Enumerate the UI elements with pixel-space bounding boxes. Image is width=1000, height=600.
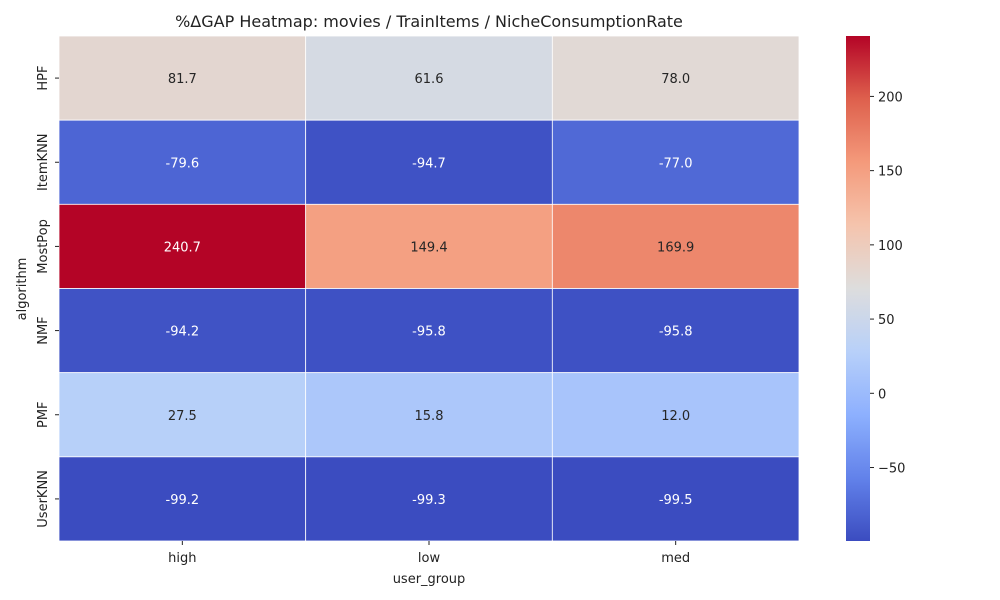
- chart-title: %ΔGAP Heatmap: movies / TrainItems / Nic…: [175, 12, 683, 31]
- x-tick-label: high: [168, 551, 196, 566]
- y-tick-label: UserKNN: [36, 470, 51, 528]
- cell-value-label: -95.8: [412, 325, 446, 340]
- heatmap-cell: [305, 119, 553, 205]
- colorbar-gradient: [846, 36, 870, 541]
- y-tick-label: NMF: [36, 316, 51, 344]
- y-tick-label: PMF: [36, 401, 51, 428]
- heatmap-cell: [58, 288, 307, 374]
- heatmap-cell: [551, 372, 800, 458]
- colorbar-tick-label: 100: [878, 239, 903, 254]
- cell-value-label: 15.8: [415, 409, 444, 424]
- x-axis-label: user_group: [393, 572, 466, 587]
- cell-value-label: -99.2: [166, 493, 200, 508]
- colorbar-tick-label: 150: [878, 165, 903, 180]
- heatmap-cell: [58, 119, 307, 205]
- colorbar-tick-label: 200: [878, 90, 903, 105]
- cell-value-label: -94.7: [412, 156, 446, 171]
- y-tick-label: MostPop: [36, 219, 51, 274]
- cell-value-label: 240.7: [164, 240, 201, 255]
- heatmap-cell: [58, 372, 307, 458]
- heatmap-cell: [305, 35, 553, 121]
- colorbar: −50 0 50 100 150 200: [846, 36, 905, 541]
- cell-value-label: -94.2: [166, 325, 200, 340]
- y-tick-label: HPF: [36, 66, 51, 91]
- cell-value-label: -77.0: [659, 156, 693, 171]
- cell-value-label: 81.7: [168, 72, 197, 87]
- heatmap-cell: [305, 203, 553, 289]
- cell-value-label: -79.6: [166, 156, 200, 171]
- cell-value-label: 78.0: [661, 72, 690, 87]
- colorbar-tick-label: 0: [878, 387, 886, 402]
- cell-value-label: 27.5: [168, 409, 197, 424]
- y-axis-ticks: HPF ItemKNN MostPop NMF PMF UserKNN: [36, 66, 59, 528]
- heatmap-cell: [551, 456, 800, 542]
- y-tick-label: ItemKNN: [36, 133, 51, 191]
- cell-value-label: 12.0: [661, 409, 690, 424]
- heatmap-cell: [58, 203, 307, 289]
- cell-value-label: -99.3: [412, 493, 446, 508]
- heatmap-cell: [551, 35, 800, 121]
- colorbar-tick-label: −50: [878, 462, 905, 477]
- cell-value-label: -95.8: [659, 325, 693, 340]
- heatmap-cell: [305, 456, 553, 542]
- x-tick-label: med: [661, 551, 690, 566]
- x-axis-ticks: high low med: [168, 541, 690, 566]
- heatmap-cells: 81.7 61.6 78.0 -79.6 -94.7 -77.0 240.7 149.4 169…: [58, 35, 800, 542]
- cell-value-label: 169.9: [657, 240, 694, 255]
- heatmap-cell: [58, 35, 307, 121]
- cell-value-label: 149.4: [410, 240, 447, 255]
- colorbar-tick-label: 50: [878, 313, 895, 328]
- cell-value-label: -99.5: [659, 493, 693, 508]
- y-axis-label: algorithm: [15, 258, 30, 321]
- cell-value-label: 61.6: [415, 72, 444, 87]
- heatmap-cell: [551, 288, 800, 374]
- x-tick-label: low: [418, 551, 441, 566]
- heatmap-cell: [551, 119, 800, 205]
- heatmap-cell: [305, 372, 553, 458]
